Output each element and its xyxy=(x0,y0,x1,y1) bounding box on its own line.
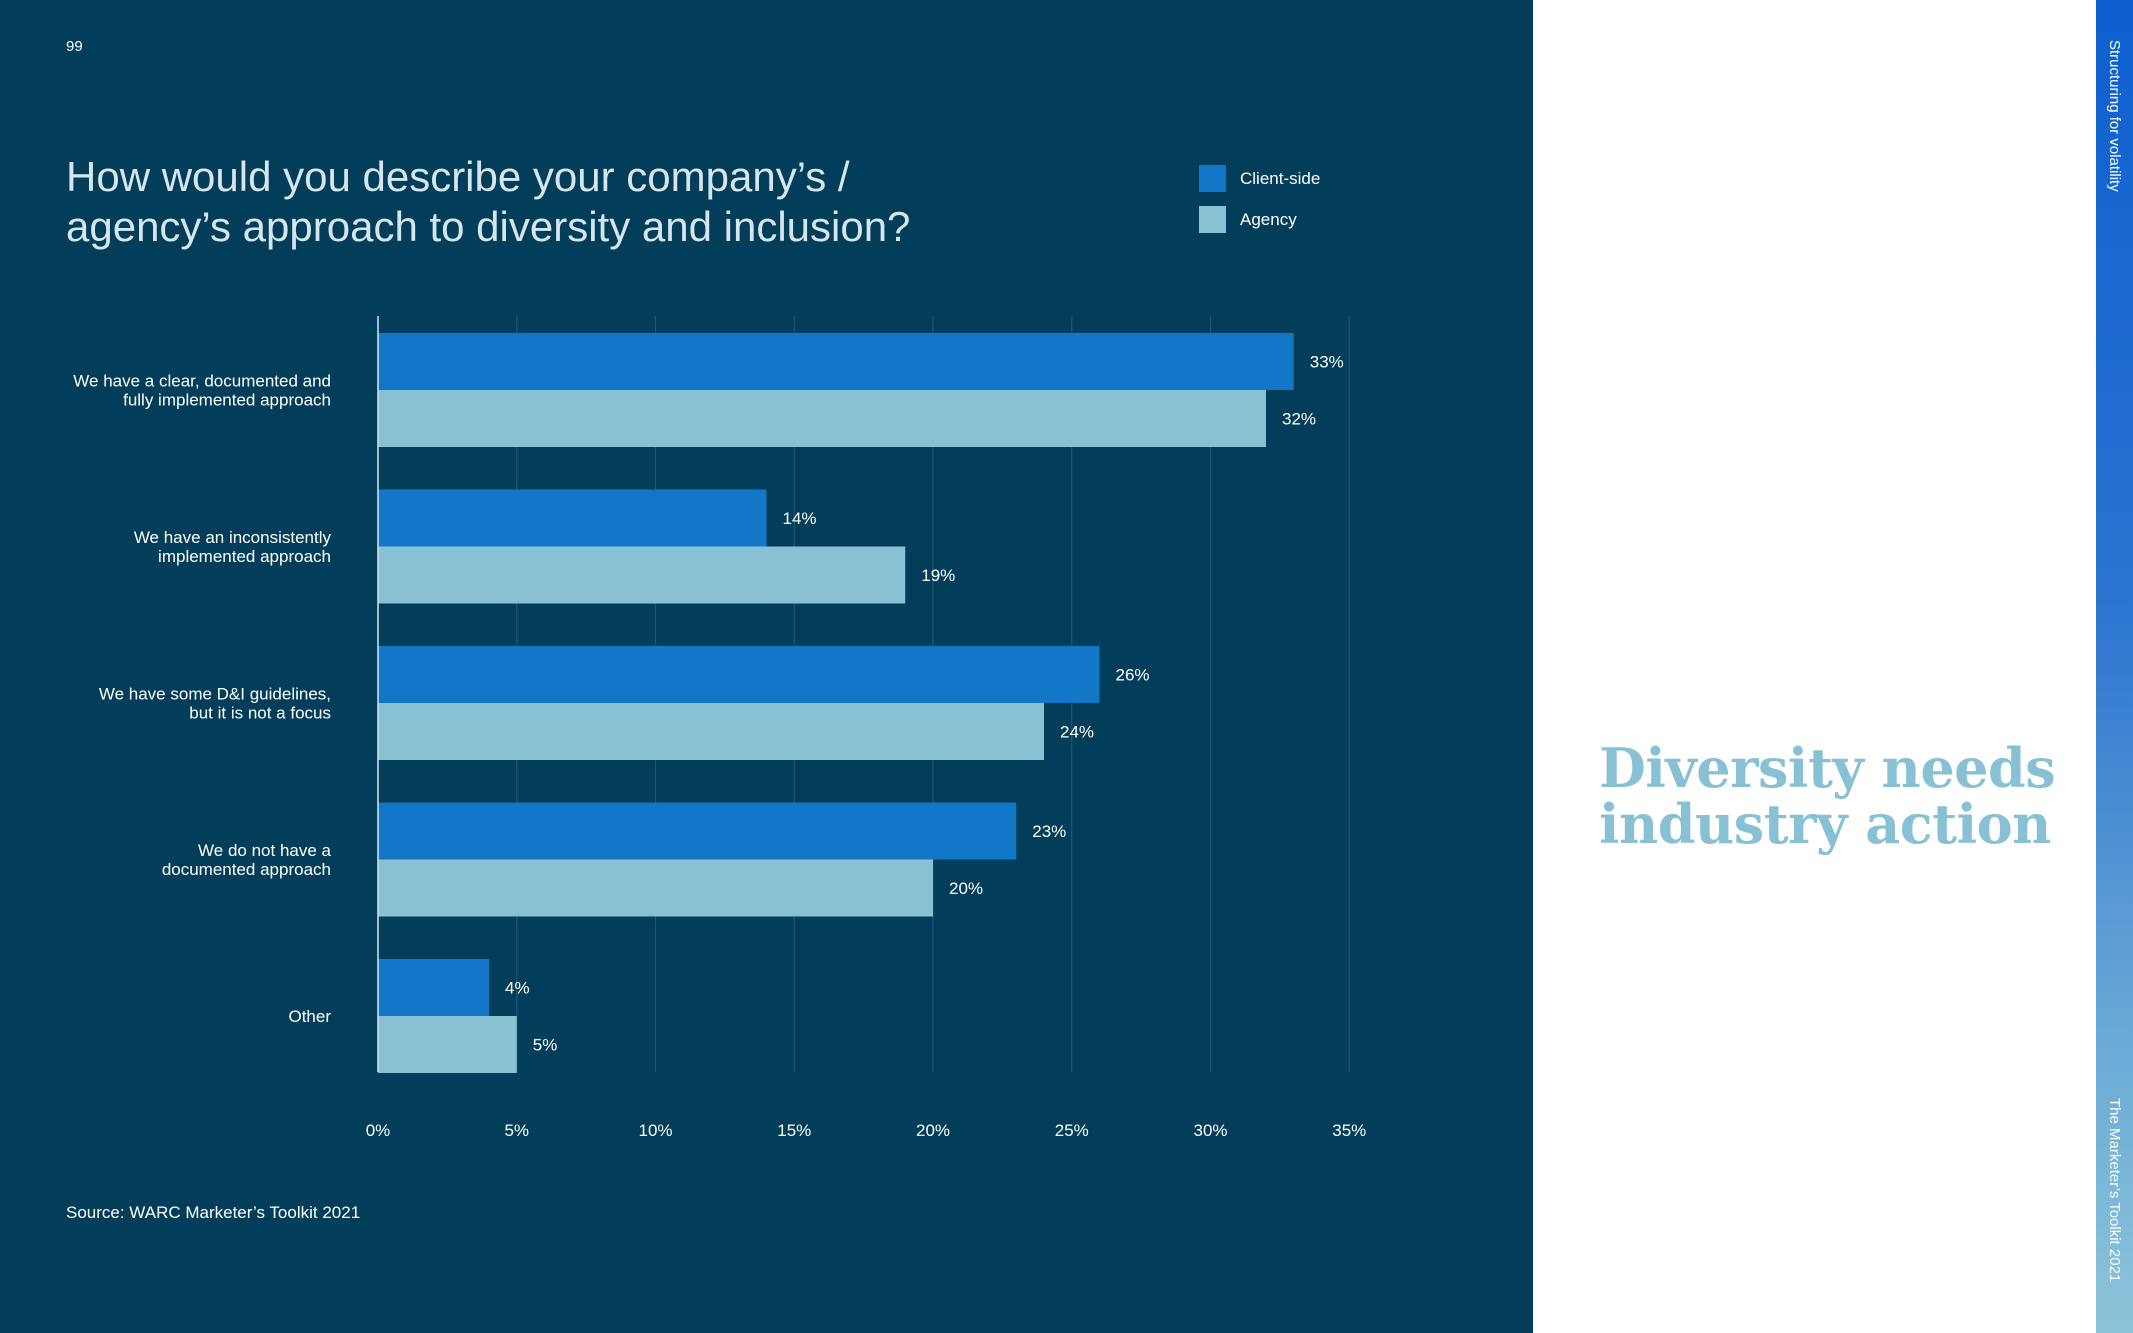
source-note: Source: WARC Marketer’s Toolkit 2021 xyxy=(66,1203,361,1222)
headline-line-1: Diversity needs xyxy=(1599,736,2056,800)
publication-label: The Marketer’s Toolkit 2021 xyxy=(2106,1098,2123,1283)
x-tick-label: 20% xyxy=(916,1121,950,1140)
data-label: 23% xyxy=(1032,822,1066,841)
page-number: 99 xyxy=(66,38,83,55)
x-tick-label: 5% xyxy=(504,1121,529,1140)
legend-label-agency: Agency xyxy=(1240,210,1297,229)
category-label: We have some D&I guidelines, xyxy=(99,685,331,704)
data-label: 26% xyxy=(1116,666,1150,685)
bar-client-side xyxy=(378,646,1100,703)
bar-agency xyxy=(378,859,933,917)
section-strip xyxy=(2096,0,2133,1333)
category-label: but it is not a focus xyxy=(189,704,331,723)
x-tick-label: 35% xyxy=(1332,1121,1366,1140)
category-label: We have a clear, documented and xyxy=(73,372,331,391)
category-label: fully implemented approach xyxy=(123,391,331,410)
bar-agency xyxy=(378,390,1266,447)
data-label: 19% xyxy=(921,566,955,585)
data-label: 20% xyxy=(949,879,983,898)
bar-agency xyxy=(378,1016,517,1073)
data-label: 24% xyxy=(1060,723,1094,742)
category-label: We have an inconsistently xyxy=(134,528,332,547)
side-panel: Diversity needs industry action xyxy=(1533,0,2096,1333)
bar-client-side xyxy=(378,959,489,1016)
bar-chart: 33% 32% We have a clear, documented andful… xyxy=(73,316,1366,1140)
category-label: implemented approach xyxy=(158,547,331,566)
bar-client-side xyxy=(378,333,1294,390)
x-tick-label: 10% xyxy=(638,1121,672,1140)
data-label: 14% xyxy=(783,509,817,528)
bar-agency xyxy=(378,546,906,604)
data-label: 4% xyxy=(505,979,530,998)
category-label: Other xyxy=(288,1007,331,1026)
bar-client-side xyxy=(378,802,1017,860)
category-label: We do not have a xyxy=(198,841,331,860)
legend-label-client-side: Client-side xyxy=(1240,169,1321,188)
data-label: 33% xyxy=(1310,353,1344,372)
category-label: documented approach xyxy=(162,860,331,879)
bar-client-side xyxy=(378,489,767,547)
section-label: Structuring for volatility xyxy=(2106,40,2123,192)
x-tick-label: 0% xyxy=(366,1121,391,1140)
data-label: 5% xyxy=(533,1036,558,1055)
chart-panel: 99 How would you describe your company’s… xyxy=(0,0,1533,1333)
headline-line-2: industry action xyxy=(1599,792,2051,856)
legend-swatch-client-side xyxy=(1199,165,1226,192)
x-tick-label: 15% xyxy=(777,1121,811,1140)
chart-title: How would you describe your company’s / … xyxy=(66,153,911,250)
data-label: 32% xyxy=(1282,410,1316,429)
legend-swatch-agency xyxy=(1199,206,1226,233)
headline: Diversity needs industry action xyxy=(1599,740,2056,852)
x-tick-label: 30% xyxy=(1193,1121,1227,1140)
bar-agency xyxy=(378,703,1044,760)
x-tick-label: 25% xyxy=(1055,1121,1089,1140)
